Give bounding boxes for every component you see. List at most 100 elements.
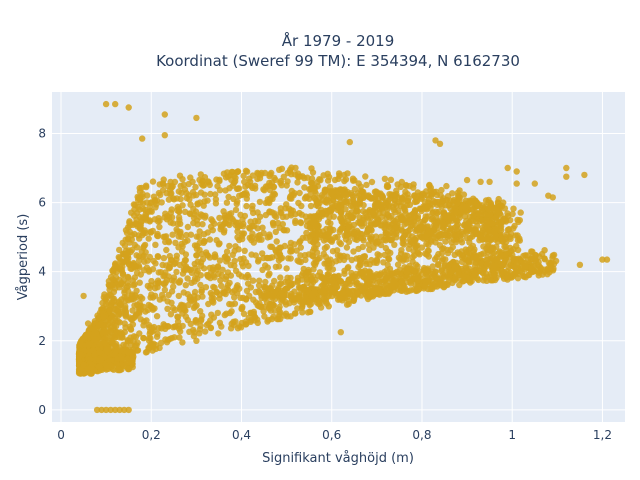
data-point — [103, 346, 111, 354]
data-point — [405, 287, 412, 295]
data-point — [535, 272, 542, 279]
data-point — [373, 274, 380, 282]
data-point — [236, 323, 243, 330]
data-point — [197, 211, 205, 218]
data-point — [91, 326, 98, 333]
data-point — [436, 140, 444, 147]
data-point — [433, 254, 440, 261]
data-point — [262, 284, 269, 291]
data-point — [152, 260, 159, 267]
data-point — [134, 347, 142, 354]
data-point — [489, 250, 496, 257]
data-point — [310, 295, 317, 302]
data-point — [232, 318, 239, 325]
data-point — [466, 234, 474, 242]
data-point — [80, 361, 87, 369]
data-point — [363, 181, 370, 189]
data-point — [475, 210, 482, 217]
data-point — [134, 339, 141, 346]
data-point — [383, 214, 390, 221]
data-point — [216, 319, 224, 326]
data-point — [184, 223, 192, 231]
data-point — [149, 266, 157, 273]
data-point — [167, 311, 175, 318]
data-point — [250, 310, 257, 318]
data-point — [498, 217, 505, 225]
data-point — [297, 238, 304, 245]
data-point — [493, 214, 500, 221]
data-point — [409, 253, 416, 261]
data-point — [174, 314, 182, 321]
y-tick-label: 4 — [38, 265, 46, 279]
data-point — [175, 292, 182, 300]
data-point — [338, 209, 345, 216]
data-point — [207, 190, 214, 198]
data-point — [341, 267, 348, 274]
data-point — [124, 236, 132, 243]
data-point — [345, 300, 352, 308]
data-point — [322, 298, 330, 305]
data-point — [438, 203, 446, 210]
data-point — [106, 307, 113, 314]
data-point — [271, 210, 278, 217]
data-point — [91, 351, 98, 358]
data-point — [100, 313, 107, 321]
data-point — [412, 194, 419, 201]
data-point — [363, 293, 371, 300]
data-point — [486, 178, 493, 185]
data-point — [372, 220, 380, 227]
data-point — [268, 315, 276, 323]
data-point — [455, 270, 462, 277]
data-point — [414, 248, 421, 255]
data-point — [231, 287, 238, 294]
data-point — [372, 289, 380, 296]
data-point — [112, 406, 119, 414]
data-point — [182, 282, 189, 289]
data-point — [122, 253, 130, 260]
data-point — [225, 193, 232, 201]
data-point — [196, 228, 203, 235]
data-point — [495, 195, 502, 203]
data-point — [368, 178, 376, 186]
data-point — [381, 175, 389, 182]
data-point — [370, 207, 377, 214]
data-point — [330, 286, 337, 293]
data-point — [283, 182, 290, 189]
data-point — [215, 241, 222, 248]
data-point — [336, 194, 343, 202]
x-tick-label: 0,8 — [412, 428, 431, 442]
data-point — [270, 190, 278, 197]
data-point — [341, 177, 348, 185]
data-point — [397, 202, 405, 210]
data-point — [389, 270, 397, 277]
data-point — [394, 286, 402, 293]
data-point — [80, 292, 87, 300]
data-point — [316, 194, 323, 202]
data-point — [545, 265, 552, 272]
data-point — [266, 209, 273, 216]
data-point — [494, 267, 502, 274]
scatter-points — [75, 100, 611, 414]
data-point — [211, 284, 218, 291]
data-point — [437, 234, 444, 242]
data-point — [411, 213, 418, 220]
data-point — [178, 248, 186, 255]
data-point — [381, 283, 388, 290]
data-point — [238, 305, 246, 312]
data-point — [102, 301, 110, 308]
data-point — [510, 225, 517, 232]
data-point — [435, 229, 442, 237]
data-point — [393, 230, 400, 237]
data-point — [313, 202, 320, 209]
data-point — [270, 220, 277, 227]
data-point — [383, 274, 390, 282]
data-point — [266, 196, 274, 203]
data-point — [502, 251, 510, 258]
data-point — [491, 262, 498, 269]
data-point — [522, 263, 529, 270]
data-point — [116, 246, 123, 254]
data-point — [603, 256, 611, 263]
data-point — [482, 236, 490, 243]
data-point — [249, 230, 256, 237]
